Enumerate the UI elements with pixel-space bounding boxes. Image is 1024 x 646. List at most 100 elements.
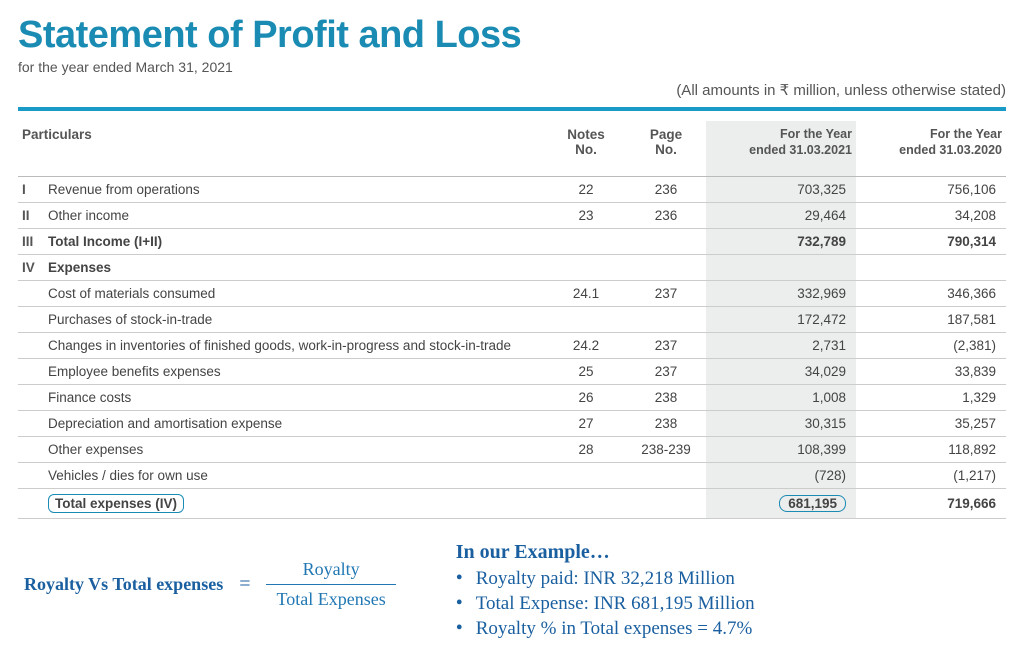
row-roman [18,281,44,307]
row-page [626,307,706,333]
row-y2020: 790,314 [856,229,1006,255]
row-notes [546,463,626,489]
row-y2021: 732,789 [706,229,856,255]
row-roman [18,385,44,411]
row-y2020: 118,892 [856,437,1006,463]
row-y2021: 108,399 [706,437,856,463]
profit-loss-table: Particulars Notes No. Page No. For the Y… [18,121,1006,519]
row-notes [546,229,626,255]
col-particulars: Particulars [18,121,546,177]
row-y2021: 1,008 [706,385,856,411]
row-page: 236 [626,203,706,229]
row-page: 237 [626,359,706,385]
row-y2021: 172,472 [706,307,856,333]
table-row: IIITotal Income (I+II) 732,789790,314 [18,229,1006,255]
row-label: Depreciation and amortisation expense [44,411,546,437]
row-roman [18,359,44,385]
row-y2020: 1,329 [856,385,1006,411]
row-page [626,489,706,519]
row-notes [546,307,626,333]
row-y2020: 33,839 [856,359,1006,385]
row-label: Cost of materials consumed [44,281,546,307]
formula-lhs: Royalty Vs Total expenses [24,574,223,595]
table-row: Purchases of stock-in-trade 172,472187,58… [18,307,1006,333]
row-notes: 22 [546,177,626,203]
example-bullet: Royalty % in Total expenses = 4.7% [456,618,755,640]
table-row: Finance costs262381,0081,329 [18,385,1006,411]
row-y2021: 703,325 [706,177,856,203]
formula: Royalty Vs Total expenses = Royalty Tota… [24,559,396,610]
table-row: Employee benefits expenses2523734,02933,… [18,359,1006,385]
row-roman [18,307,44,333]
row-notes: 25 [546,359,626,385]
row-roman: II [18,203,44,229]
example-list: Royalty paid: INR 32,218 Million Total Ex… [456,568,755,640]
row-label: Purchases of stock-in-trade [44,307,546,333]
row-page [626,255,706,281]
formula-denominator: Total Expenses [266,585,395,610]
row-notes: 24.2 [546,333,626,359]
table-row: Total expenses (IV)681,195719,666 [18,489,1006,519]
row-notes [546,489,626,519]
formula-equals: = [239,573,250,596]
table-row: Vehicles / dies for own use(728)(1,217) [18,463,1006,489]
row-page: 238 [626,385,706,411]
row-y2020: 187,581 [856,307,1006,333]
table-row: Cost of materials consumed24.1237332,969… [18,281,1006,307]
row-page: 237 [626,333,706,359]
table-row: IVExpenses [18,255,1006,281]
row-y2020: 34,208 [856,203,1006,229]
row-notes: 27 [546,411,626,437]
row-y2020: (1,217) [856,463,1006,489]
row-y2021: 30,315 [706,411,856,437]
row-page [626,229,706,255]
row-label: Total Income (I+II) [44,229,546,255]
table-row: Changes in inventories of finished goods… [18,333,1006,359]
row-roman [18,489,44,519]
table-row: Other expenses28238-239108,399118,892 [18,437,1006,463]
row-notes [546,255,626,281]
row-page: 236 [626,177,706,203]
table-row: Depreciation and amortisation expense272… [18,411,1006,437]
example-bullet: Royalty paid: INR 32,218 Million [456,568,755,590]
annotation-section: Royalty Vs Total expenses = Royalty Tota… [18,541,1006,643]
row-page: 238-239 [626,437,706,463]
row-roman [18,333,44,359]
col-y2021: For the Year ended 31.03.2021 [706,121,856,177]
row-roman [18,437,44,463]
row-roman: IV [18,255,44,281]
row-y2021: 681,195 [706,489,856,519]
col-notes: Notes No. [546,121,626,177]
table-row: IRevenue from operations22236703,325756,… [18,177,1006,203]
row-y2020: (2,381) [856,333,1006,359]
row-y2020: 35,257 [856,411,1006,437]
row-y2021 [706,255,856,281]
row-roman: III [18,229,44,255]
row-notes: 26 [546,385,626,411]
row-label: Finance costs [44,385,546,411]
row-label: Other income [44,203,546,229]
row-label: Revenue from operations [44,177,546,203]
example-block: In our Example… Royalty paid: INR 32,218… [456,541,755,643]
row-roman: I [18,177,44,203]
page-title: Statement of Profit and Loss [18,14,1006,57]
row-label: Expenses [44,255,546,281]
row-y2021: 29,464 [706,203,856,229]
row-page: 238 [626,411,706,437]
row-label: Other expenses [44,437,546,463]
row-roman [18,463,44,489]
example-bullet: Total Expense: INR 681,195 Million [456,593,755,615]
row-label: Total expenses (IV) [44,489,546,519]
example-heading: In our Example… [456,541,755,564]
row-y2020: 756,106 [856,177,1006,203]
divider-rule [18,107,1006,111]
row-y2021: 34,029 [706,359,856,385]
formula-numerator: Royalty [285,559,378,584]
row-page: 237 [626,281,706,307]
row-label: Changes in inventories of finished goods… [44,333,546,359]
row-roman [18,411,44,437]
row-y2021: (728) [706,463,856,489]
row-label: Employee benefits expenses [44,359,546,385]
col-page: Page No. [626,121,706,177]
row-notes: 23 [546,203,626,229]
